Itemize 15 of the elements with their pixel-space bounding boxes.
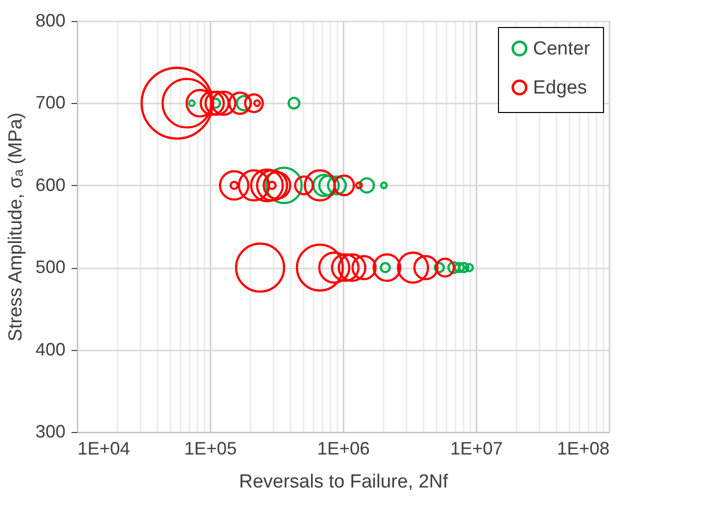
y-tick-label: 700 <box>35 92 66 113</box>
x-tick-label: 1E+04 <box>78 438 130 458</box>
y-tick-label: 400 <box>35 339 66 360</box>
x-tick-label: 1E+08 <box>556 438 610 458</box>
y-tick-label: 500 <box>35 257 66 278</box>
x-axis-title: Reversals to Failure, 2Nf <box>238 472 449 492</box>
legend-label: Center <box>533 38 591 60</box>
x-tick-label: 1E+05 <box>184 438 237 458</box>
y-tick-label: 600 <box>35 174 66 195</box>
y-tick-label: 300 <box>35 422 66 442</box>
x-tick-label: 1E+06 <box>317 438 370 458</box>
y-axis-title: Stress Amplitude, σₐ (MPa) <box>5 112 26 342</box>
x-tick-label: 1E+07 <box>450 438 503 458</box>
y-tick-label: 800 <box>35 10 66 30</box>
legend-label: Edges <box>533 78 587 98</box>
